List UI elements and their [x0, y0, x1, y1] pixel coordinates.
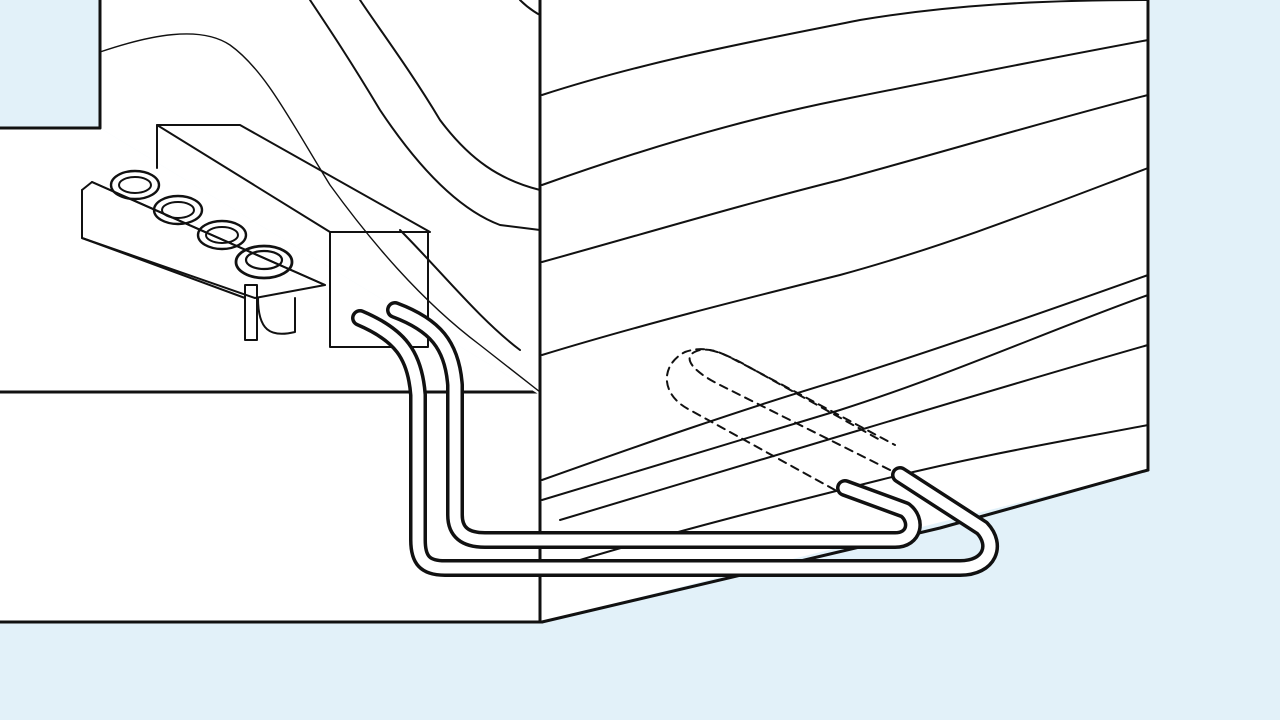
bolt-1	[109, 169, 161, 201]
bolt-2	[152, 194, 204, 226]
right-block	[538, 0, 1150, 624]
pipe-loop	[351, 301, 999, 577]
bolt-3	[196, 219, 248, 251]
junction-box	[156, 124, 431, 348]
bolt-4	[234, 244, 294, 280]
bracket	[81, 169, 326, 341]
hidden-loop	[665, 348, 896, 491]
back-wall	[98, 0, 541, 395]
